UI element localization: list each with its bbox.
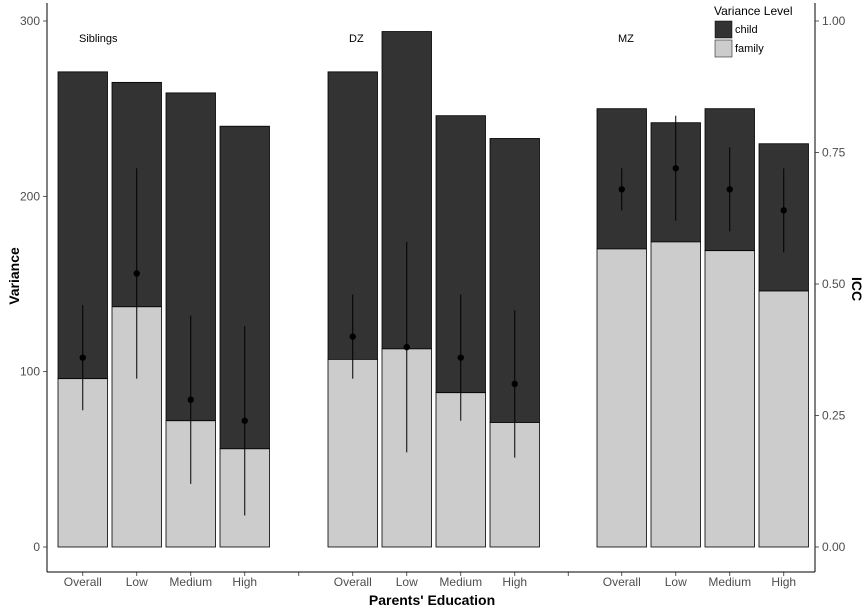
bar-family — [650, 241, 701, 548]
x-tick-label: High — [771, 575, 796, 589]
legend-swatch-child — [714, 20, 733, 39]
icc-point — [511, 380, 518, 388]
bars-layer — [57, 31, 809, 548]
bar-family — [704, 250, 755, 548]
x-tick-label: Low — [126, 575, 148, 589]
icc-point — [618, 186, 625, 193]
y2-tick-label: 1.00 — [822, 14, 846, 28]
x-tick-label: Overall — [64, 575, 102, 589]
y2-axis-title: ICC — [849, 277, 865, 301]
labels-layer: Siblings Overall Low Medium High DZ Overall Low… — [20, 14, 846, 589]
y-axis-title: Variance — [6, 247, 22, 305]
bar-family — [327, 358, 378, 548]
icc-point — [349, 333, 356, 340]
y-tick-label: 0 — [33, 540, 40, 554]
icc-point — [780, 207, 787, 214]
icc-point — [133, 270, 140, 277]
x-tick-label: Overall — [603, 575, 641, 589]
icc-point — [457, 354, 464, 361]
legend-label-child: child — [735, 24, 758, 36]
y-tick-label: 200 — [20, 189, 40, 203]
panel-label: DZ — [349, 33, 364, 45]
legend: Variance Level child family — [714, 4, 793, 58]
x-tick-label: Medium — [439, 575, 482, 589]
x-axis-title: Parents' Education — [369, 592, 495, 608]
bar-family — [758, 290, 809, 548]
legend-title: Variance Level — [714, 4, 793, 18]
icc-point — [79, 354, 86, 361]
bar-family — [596, 248, 647, 548]
x-tick-label: Medium — [708, 575, 751, 589]
y2-tick-label: 0.00 — [822, 540, 846, 554]
legend-label-family: family — [735, 43, 764, 55]
x-tick-label: High — [232, 575, 257, 589]
y-tick-label: 300 — [20, 14, 40, 28]
icc-point — [187, 396, 194, 403]
y2-tick-label: 0.50 — [822, 277, 846, 291]
x-tick-label: Overall — [334, 575, 372, 589]
legend-swatch-family — [714, 39, 733, 58]
panel-label: Siblings — [79, 33, 118, 45]
y2-tick-label: 0.25 — [822, 409, 846, 423]
error-bars-layer — [79, 115, 787, 516]
icc-point — [726, 186, 733, 193]
x-tick-label: High — [502, 575, 527, 589]
icc-point — [403, 343, 410, 351]
icc-point — [672, 165, 679, 172]
y2-tick-label: 0.75 — [822, 146, 846, 160]
axes-layer — [43, 3, 819, 576]
x-tick-label: Low — [396, 575, 418, 589]
y-tick-label: 100 — [20, 365, 40, 379]
icc-point — [241, 417, 248, 424]
x-tick-label: Low — [665, 575, 687, 589]
panel-label: MZ — [618, 33, 634, 45]
x-tick-label: Medium — [169, 575, 212, 589]
